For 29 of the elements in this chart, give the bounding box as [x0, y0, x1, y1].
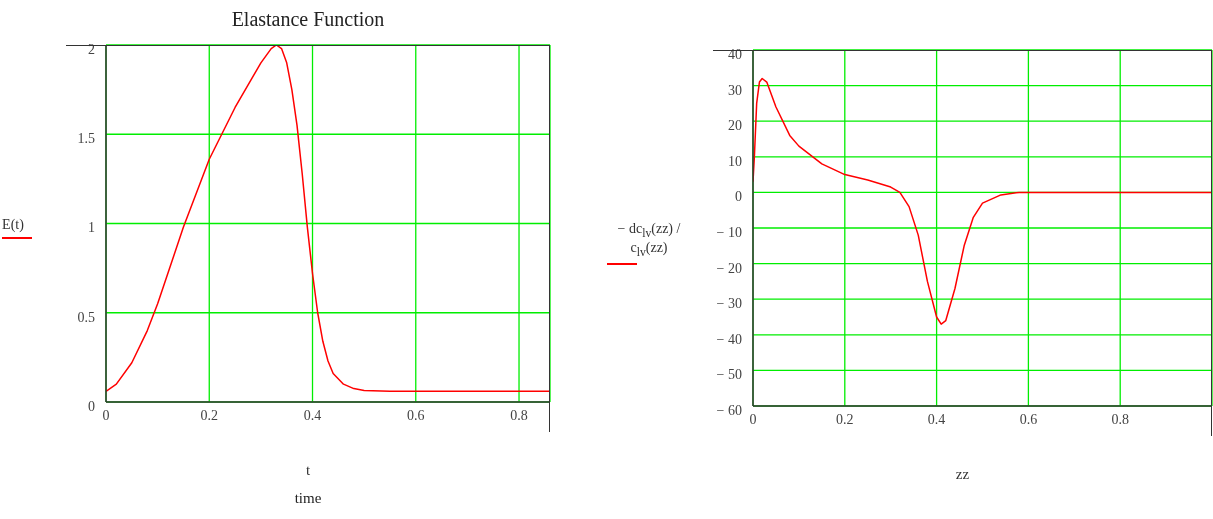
y-tick-label: − 20 — [716, 260, 742, 276]
x-tick-label: 0.8 — [510, 407, 528, 423]
x-tick-label: 0.6 — [1019, 411, 1038, 427]
x-tick-label: 0.4 — [303, 407, 322, 423]
x-tick-label: 0.2 — [200, 407, 219, 423]
chart-title: Elastance Function — [231, 8, 385, 30]
x-tick-label: 0 — [102, 407, 110, 423]
x-tick-label: 0.8 — [1111, 411, 1129, 427]
x-tick-label: 0.4 — [927, 411, 946, 427]
y-tick-label: − 50 — [716, 367, 742, 383]
y-tick-label: 0 — [735, 189, 742, 205]
y-tick-label: − 40 — [716, 331, 742, 347]
y-tick-label: 30 — [728, 82, 742, 98]
y-tick-label: − 60 — [716, 402, 742, 418]
x-tick-label: 0 — [749, 411, 757, 427]
y-tick-label: − 30 — [716, 296, 742, 312]
text: time — [294, 490, 322, 506]
y-axis-title: E(t) — [2, 216, 24, 232]
x-axis-title: t — [305, 462, 311, 478]
y-tick-label: 1.5 — [77, 131, 95, 147]
y-tick-label: 10 — [728, 153, 742, 169]
y-tick-label: − 10 — [716, 224, 742, 240]
x-axis-title: zz — [955, 466, 970, 482]
y-tick-label: 0.5 — [77, 309, 95, 325]
y-tick-label: 20 — [728, 118, 742, 134]
x-tick-label: 0.2 — [836, 411, 854, 427]
y-tick-label: 1 — [88, 220, 95, 236]
y-axis-title: − dc$_{lv}$(zz) / c$_{lv}$(zz) — [617, 221, 681, 259]
x-tick-label: 0.6 — [407, 407, 425, 423]
